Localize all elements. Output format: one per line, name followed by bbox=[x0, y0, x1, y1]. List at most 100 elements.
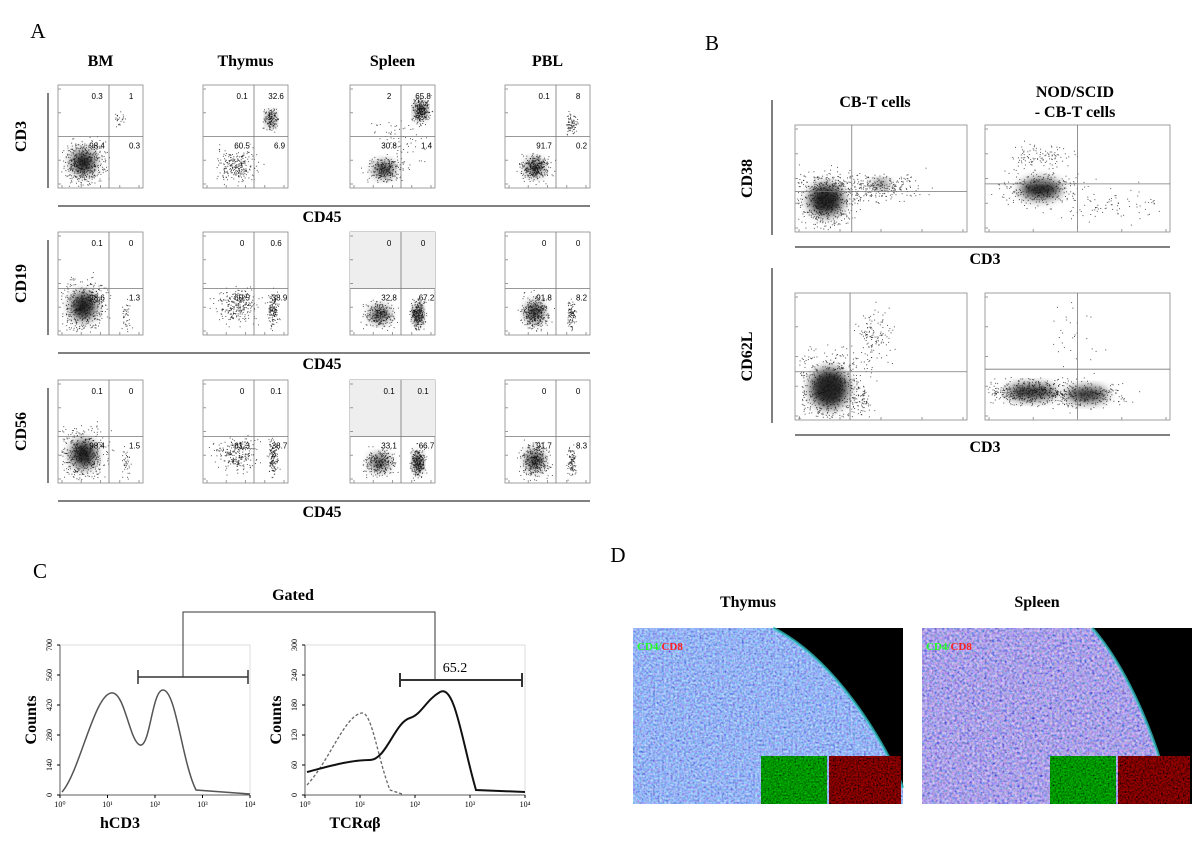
event-dot bbox=[97, 153, 99, 155]
event-dot bbox=[82, 299, 84, 301]
event-dot bbox=[407, 143, 408, 145]
event-dot bbox=[534, 318, 536, 320]
event-dot bbox=[381, 175, 382, 177]
event-dot bbox=[232, 317, 234, 318]
event-dot bbox=[527, 311, 529, 313]
event-dot bbox=[392, 161, 394, 163]
event-dot bbox=[75, 148, 77, 150]
event-dot bbox=[415, 316, 417, 318]
event-dot bbox=[72, 290, 74, 292]
event-dot bbox=[94, 327, 96, 329]
event-dot bbox=[270, 126, 272, 128]
event-dot bbox=[242, 180, 244, 182]
event-dot bbox=[391, 321, 393, 323]
event-dot bbox=[71, 311, 73, 313]
event-dot bbox=[379, 311, 381, 313]
event-dot bbox=[216, 178, 218, 180]
event-dot bbox=[236, 469, 238, 471]
event-dot bbox=[276, 446, 278, 448]
event-dot bbox=[78, 151, 80, 153]
event-dot bbox=[415, 102, 417, 104]
event-dot bbox=[531, 168, 533, 170]
event-dot bbox=[208, 447, 210, 448]
event-dot bbox=[81, 175, 83, 177]
event-dot bbox=[270, 116, 272, 118]
event-dot bbox=[425, 137, 427, 139]
event-dot bbox=[243, 307, 245, 309]
event-dot bbox=[568, 302, 570, 304]
event-dot bbox=[417, 101, 419, 103]
event-dot bbox=[268, 308, 270, 310]
event-dot bbox=[91, 453, 93, 455]
event-dot bbox=[547, 162, 549, 164]
event-dot bbox=[78, 313, 79, 314]
quadrant-percent: 0 bbox=[542, 239, 547, 248]
event-dot bbox=[375, 314, 377, 315]
event-dot bbox=[223, 179, 225, 180]
event-dot bbox=[65, 162, 66, 163]
event-dot bbox=[523, 308, 525, 310]
event-dot bbox=[243, 301, 245, 303]
event-dot bbox=[571, 307, 573, 309]
event-dot bbox=[88, 290, 90, 292]
event-dot bbox=[381, 167, 383, 169]
event-dot bbox=[80, 312, 82, 313]
event-dot bbox=[127, 331, 129, 333]
event-dot bbox=[421, 107, 423, 109]
event-dot bbox=[69, 160, 70, 162]
quadrant-percent: 98.4 bbox=[89, 142, 105, 151]
event-dot bbox=[533, 156, 535, 158]
event-dot bbox=[274, 315, 276, 317]
event-dot bbox=[85, 293, 87, 295]
event-dot bbox=[251, 154, 253, 155]
event-dot bbox=[95, 470, 97, 472]
event-dot bbox=[80, 449, 82, 451]
event-dot bbox=[425, 124, 426, 126]
event-dot bbox=[534, 158, 536, 159]
event-dot bbox=[69, 279, 71, 281]
event-dot bbox=[427, 100, 429, 101]
event-dot bbox=[92, 315, 94, 317]
event-dot bbox=[100, 180, 102, 182]
event-dot bbox=[120, 120, 122, 122]
event-dot bbox=[248, 177, 250, 179]
column-header: Thymus bbox=[217, 53, 273, 70]
event-dot bbox=[72, 441, 74, 443]
event-dot bbox=[528, 303, 529, 305]
event-dot bbox=[80, 458, 82, 460]
event-dot bbox=[230, 463, 232, 465]
event-dot bbox=[100, 313, 102, 315]
event-dot bbox=[268, 320, 270, 322]
event-dot bbox=[427, 100, 429, 102]
event-dot bbox=[267, 115, 269, 117]
event-dot bbox=[76, 301, 78, 303]
event-dot bbox=[419, 306, 421, 308]
event-dot bbox=[272, 128, 274, 130]
event-dot bbox=[122, 451, 124, 453]
event-dot bbox=[390, 165, 392, 167]
event-dot bbox=[88, 175, 90, 177]
event-dot bbox=[91, 176, 93, 178]
event-dot bbox=[73, 327, 75, 329]
event-dot bbox=[538, 305, 539, 307]
event-dot bbox=[392, 175, 394, 177]
event-dot bbox=[88, 453, 90, 455]
event-dot bbox=[413, 309, 415, 311]
event-dot bbox=[238, 319, 240, 321]
event-dot bbox=[542, 308, 544, 310]
event-dot bbox=[103, 297, 105, 298]
event-dot bbox=[416, 115, 418, 116]
event-dot bbox=[570, 114, 572, 116]
event-dot bbox=[70, 294, 72, 296]
event-dot bbox=[396, 177, 398, 179]
event-dot bbox=[267, 119, 269, 121]
event-dot bbox=[247, 448, 249, 450]
event-dot bbox=[539, 167, 541, 169]
event-dot bbox=[87, 438, 89, 440]
event-dot bbox=[274, 112, 276, 114]
event-dot bbox=[365, 314, 366, 316]
event-dot bbox=[73, 304, 75, 306]
event-dot bbox=[89, 456, 91, 458]
event-dot bbox=[571, 121, 573, 123]
event-dot bbox=[414, 303, 416, 305]
